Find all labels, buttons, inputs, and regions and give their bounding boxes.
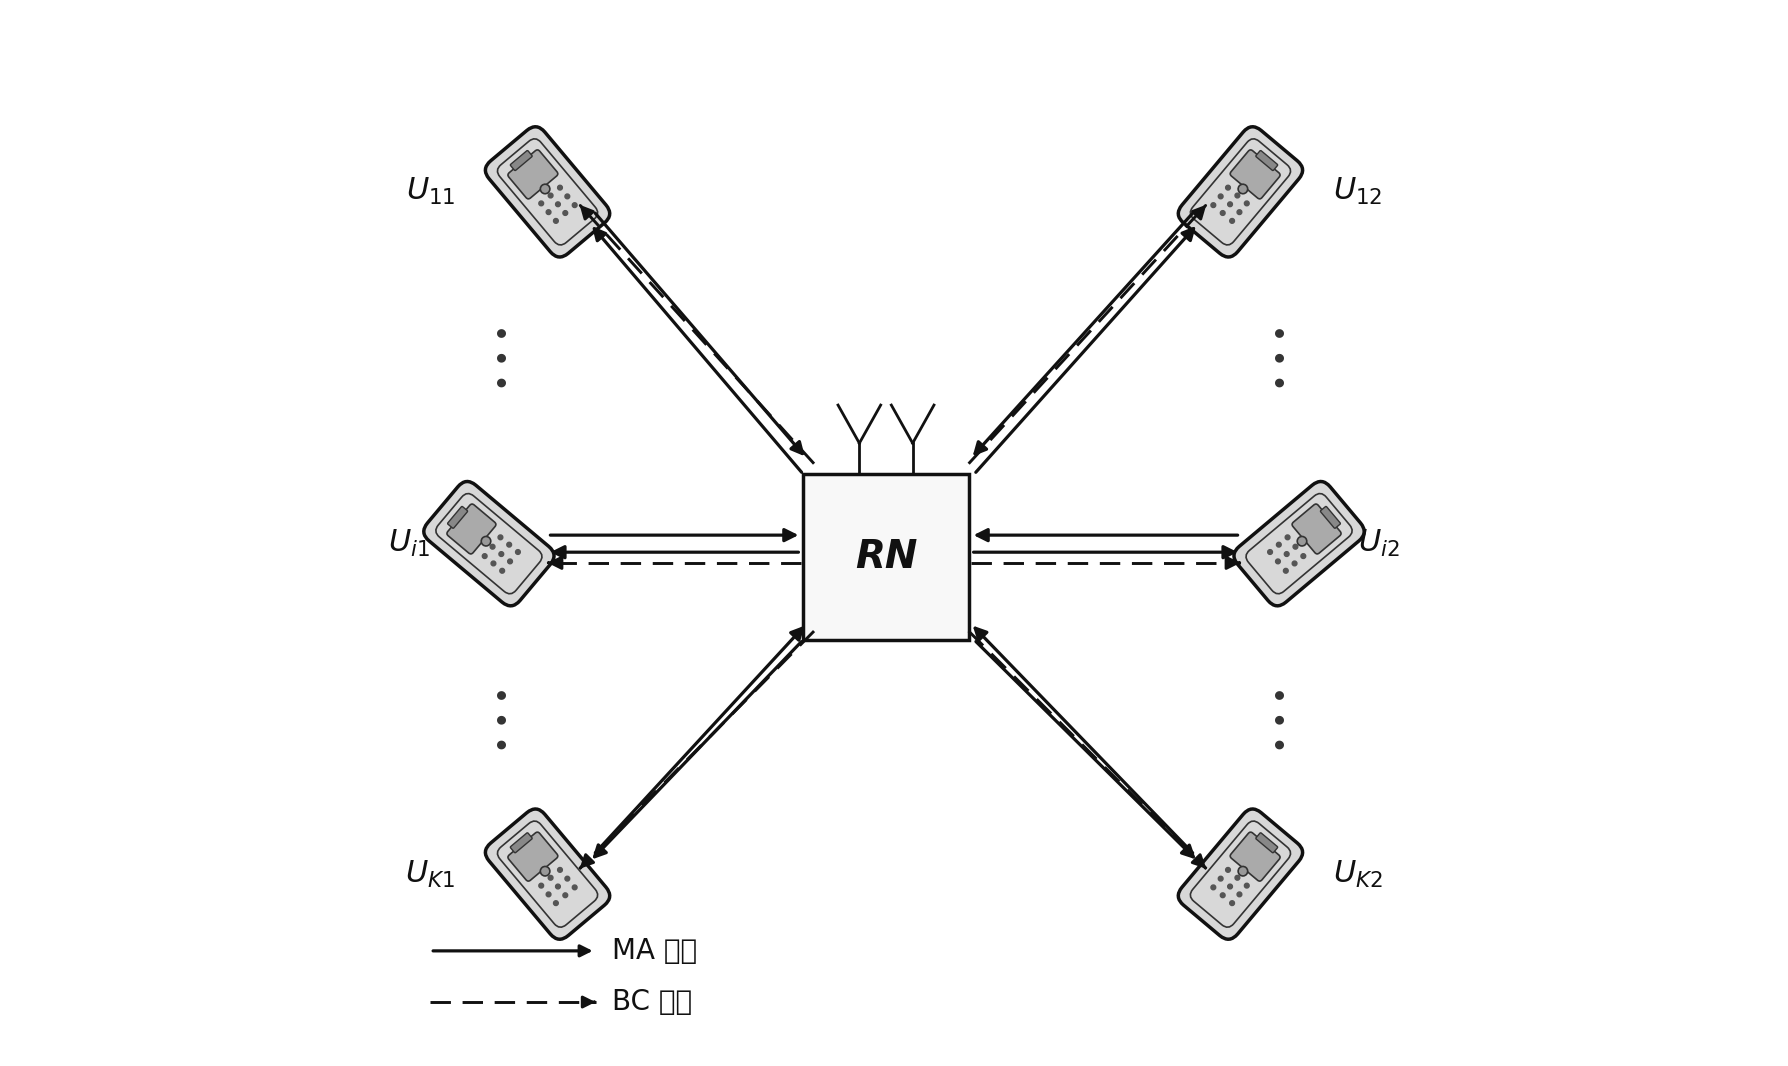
Circle shape <box>1237 867 1248 876</box>
FancyBboxPatch shape <box>424 482 554 605</box>
Circle shape <box>1218 194 1223 198</box>
FancyBboxPatch shape <box>1321 506 1341 529</box>
Text: • • •: • • • <box>1271 324 1295 390</box>
Circle shape <box>1268 550 1273 554</box>
Circle shape <box>1284 552 1289 556</box>
FancyBboxPatch shape <box>1234 482 1364 605</box>
Circle shape <box>490 545 495 549</box>
Text: BC 阶段: BC 阶段 <box>611 988 692 1016</box>
Circle shape <box>1225 185 1230 190</box>
Circle shape <box>1230 219 1234 223</box>
Circle shape <box>1302 553 1305 559</box>
Circle shape <box>1230 901 1234 905</box>
Text: • • •: • • • <box>493 687 517 753</box>
Circle shape <box>1244 884 1250 888</box>
Circle shape <box>508 559 513 564</box>
Circle shape <box>1293 545 1298 549</box>
FancyBboxPatch shape <box>1230 150 1280 199</box>
FancyBboxPatch shape <box>1255 833 1278 853</box>
FancyBboxPatch shape <box>1255 150 1278 171</box>
Circle shape <box>572 203 578 208</box>
Text: $U_{i1}$: $U_{i1}$ <box>388 528 429 560</box>
Circle shape <box>558 185 563 190</box>
Circle shape <box>563 893 567 898</box>
FancyBboxPatch shape <box>508 833 558 882</box>
FancyBboxPatch shape <box>1178 809 1303 939</box>
Text: • • •: • • • <box>493 324 517 390</box>
Circle shape <box>1236 193 1239 198</box>
Circle shape <box>1225 868 1230 872</box>
Circle shape <box>1237 184 1248 194</box>
Circle shape <box>1228 201 1232 207</box>
Circle shape <box>540 867 551 876</box>
Circle shape <box>558 868 563 872</box>
Circle shape <box>1221 211 1225 215</box>
Circle shape <box>1210 203 1216 208</box>
Circle shape <box>556 201 560 207</box>
Circle shape <box>501 568 504 574</box>
Text: RN: RN <box>855 538 917 576</box>
FancyBboxPatch shape <box>510 150 533 171</box>
Circle shape <box>1275 559 1280 564</box>
Circle shape <box>515 550 520 554</box>
Circle shape <box>1286 535 1289 539</box>
Circle shape <box>499 552 504 556</box>
FancyBboxPatch shape <box>1230 833 1280 882</box>
Circle shape <box>1298 536 1307 546</box>
Circle shape <box>483 553 486 559</box>
FancyBboxPatch shape <box>447 506 467 529</box>
Circle shape <box>1237 210 1243 214</box>
Circle shape <box>1237 892 1243 897</box>
Bar <box>803 474 969 640</box>
Text: $U_{K1}$: $U_{K1}$ <box>406 858 456 890</box>
Circle shape <box>538 884 544 888</box>
Circle shape <box>549 193 552 198</box>
Circle shape <box>538 201 544 206</box>
Circle shape <box>1236 875 1239 881</box>
Circle shape <box>556 884 560 889</box>
Circle shape <box>499 535 502 539</box>
FancyBboxPatch shape <box>485 127 610 257</box>
Text: $U_{12}$: $U_{12}$ <box>1334 176 1382 208</box>
Circle shape <box>549 875 552 881</box>
Text: • • •: • • • <box>1271 687 1295 753</box>
Circle shape <box>481 536 490 546</box>
Circle shape <box>565 876 570 881</box>
Circle shape <box>565 194 570 198</box>
Circle shape <box>1293 561 1296 566</box>
Circle shape <box>563 211 567 215</box>
Circle shape <box>492 561 495 566</box>
Circle shape <box>545 892 551 897</box>
FancyBboxPatch shape <box>447 504 495 554</box>
Circle shape <box>1228 884 1232 889</box>
FancyBboxPatch shape <box>485 809 610 939</box>
Circle shape <box>554 219 558 223</box>
Circle shape <box>572 885 578 890</box>
Circle shape <box>1284 568 1287 574</box>
Circle shape <box>1218 876 1223 881</box>
Text: $U_{K2}$: $U_{K2}$ <box>1332 858 1382 890</box>
Circle shape <box>545 210 551 214</box>
FancyBboxPatch shape <box>1178 127 1303 257</box>
FancyBboxPatch shape <box>1293 504 1341 554</box>
Circle shape <box>540 184 551 194</box>
Circle shape <box>1210 885 1216 890</box>
Text: $U_{11}$: $U_{11}$ <box>406 176 456 208</box>
Circle shape <box>1277 543 1282 547</box>
FancyBboxPatch shape <box>510 833 533 853</box>
Circle shape <box>1221 893 1225 898</box>
Text: $U_{i2}$: $U_{i2}$ <box>1359 528 1400 560</box>
Text: MA 阶段: MA 阶段 <box>611 937 697 965</box>
Circle shape <box>1244 201 1250 206</box>
FancyBboxPatch shape <box>508 150 558 199</box>
Circle shape <box>554 901 558 905</box>
Circle shape <box>506 543 511 547</box>
